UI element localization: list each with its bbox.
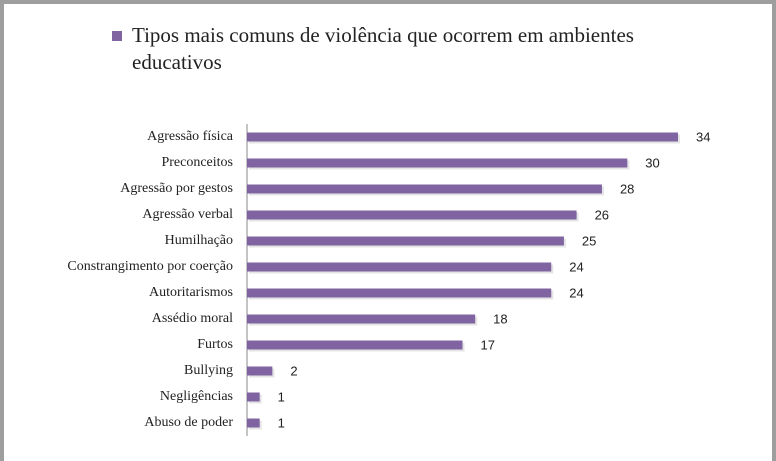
data-label: 1 [278,415,285,430]
data-label: 24 [569,285,583,300]
bar [247,314,476,324]
y-tick-label: Agressão física [147,129,234,144]
bar [247,392,260,402]
y-tick-label: Furtos [197,337,233,352]
legend: Tipos mais comuns de violência que ocorr… [112,22,712,76]
y-tick-label: Assédio moral [152,311,233,326]
bar [247,288,552,298]
y-tick-label: Constrangimento por coerção [67,259,233,274]
y-tick-label: Agressão verbal [142,207,233,222]
y-tick-label: Humilhação [165,233,233,248]
legend-swatch [112,31,122,41]
data-label: 2 [290,363,297,378]
data-label: 28 [620,181,634,196]
data-label: 26 [595,207,609,222]
y-tick-label: Abuso de poder [144,415,233,430]
data-label: 17 [481,337,495,352]
bar [247,262,552,272]
y-tick-label: Negligências [160,389,233,404]
data-label: 1 [278,389,285,404]
data-label: 18 [493,311,507,326]
bar [247,184,602,194]
y-tick-label: Agressão por gestos [120,181,233,196]
bar [247,340,463,350]
data-label: 24 [569,259,583,274]
data-label: 30 [645,155,659,170]
bar [247,210,577,220]
data-label: 34 [696,129,710,144]
y-tick-label: Bullying [184,363,233,378]
legend-label: Tipos mais comuns de violência que ocorr… [132,23,634,74]
y-tick-label: Preconceitos [161,155,233,170]
bar [247,158,628,168]
bar [247,418,260,428]
y-tick-label: Autoritarismos [149,285,233,300]
data-label: 25 [582,233,596,248]
bar [247,366,273,376]
bar [247,132,678,142]
bar [247,236,564,246]
